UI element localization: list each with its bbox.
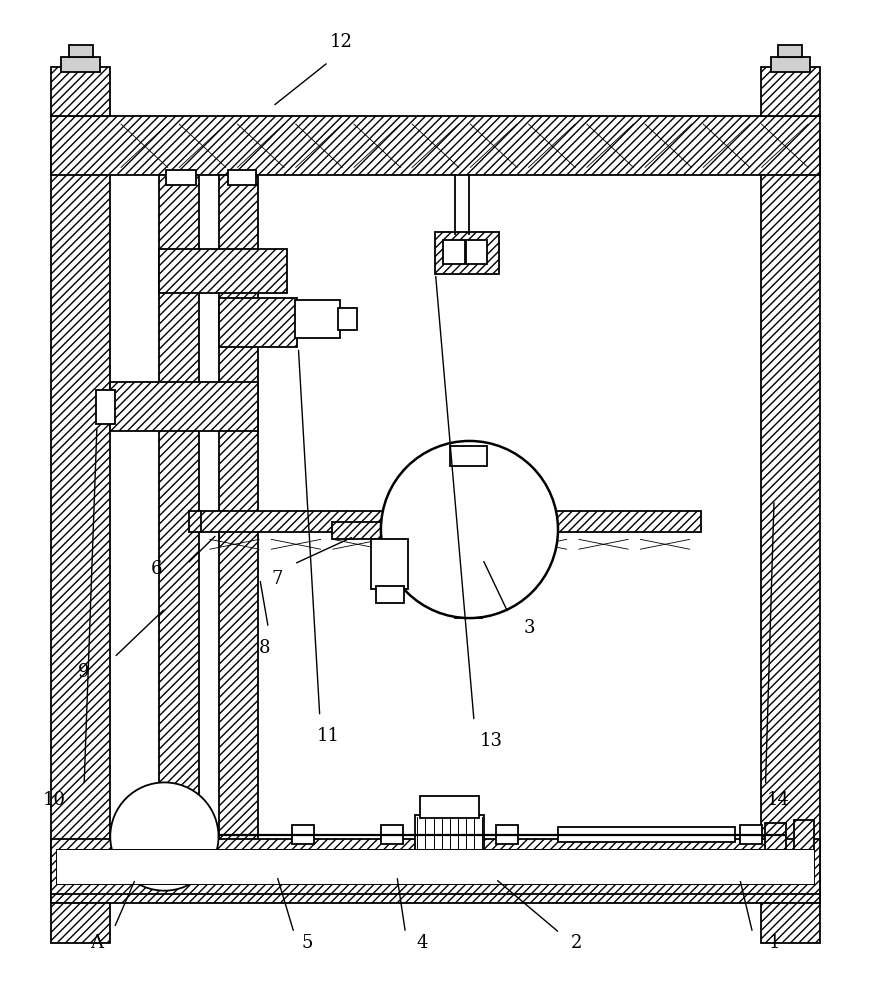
Bar	[51, 136, 111, 903]
Bar	[51, 844, 820, 903]
Bar	[415, 815, 484, 859]
Bar	[338, 308, 357, 330]
Bar	[435, 232, 499, 274]
Bar	[96, 390, 115, 424]
Bar	[51, 67, 111, 116]
Bar	[371, 539, 408, 589]
Text: 2: 2	[571, 934, 583, 952]
Bar	[760, 903, 820, 943]
Bar	[135, 825, 174, 848]
Bar	[740, 825, 762, 844]
Text: 7: 7	[271, 570, 282, 588]
Bar	[449, 446, 487, 466]
Bar	[381, 825, 402, 844]
Bar	[219, 298, 297, 347]
Circle shape	[111, 782, 219, 891]
Bar	[293, 825, 314, 844]
Text: 11: 11	[317, 727, 340, 745]
Text: 14: 14	[766, 791, 790, 809]
Text: 1: 1	[768, 934, 780, 952]
Bar	[760, 136, 820, 903]
Bar	[166, 170, 196, 185]
Bar	[199, 511, 700, 532]
Bar	[455, 490, 483, 618]
Text: 12: 12	[330, 33, 353, 51]
Bar	[111, 382, 258, 431]
Text: 10: 10	[43, 791, 65, 809]
Text: 6: 6	[152, 560, 163, 578]
Bar	[779, 45, 802, 57]
Bar	[771, 57, 810, 72]
Bar	[56, 849, 814, 884]
Bar	[51, 839, 820, 894]
Bar	[61, 57, 100, 72]
Bar	[145, 842, 162, 854]
Bar	[376, 586, 403, 603]
Bar	[496, 825, 517, 844]
Text: 5: 5	[301, 934, 313, 952]
Bar	[295, 300, 340, 338]
Bar	[219, 175, 258, 844]
Bar	[332, 522, 460, 539]
Bar	[794, 820, 814, 854]
Bar	[760, 67, 820, 116]
Bar	[51, 116, 820, 175]
Text: 13: 13	[480, 732, 503, 750]
Text: A: A	[91, 934, 104, 952]
Text: 8: 8	[259, 639, 270, 657]
Bar	[765, 823, 787, 854]
Bar	[145, 815, 162, 827]
Text: 9: 9	[78, 663, 90, 681]
Bar	[438, 466, 502, 505]
Bar	[69, 45, 92, 57]
Bar	[420, 796, 479, 818]
Bar	[51, 903, 111, 943]
Bar	[159, 175, 199, 844]
Circle shape	[381, 441, 558, 618]
Bar	[189, 511, 201, 532]
Bar	[420, 857, 479, 862]
Bar	[558, 827, 735, 842]
Text: 4: 4	[417, 934, 429, 952]
Bar	[228, 170, 256, 185]
Bar	[159, 249, 287, 293]
Text: 3: 3	[524, 619, 536, 637]
Bar	[442, 240, 464, 264]
Bar	[465, 240, 487, 264]
